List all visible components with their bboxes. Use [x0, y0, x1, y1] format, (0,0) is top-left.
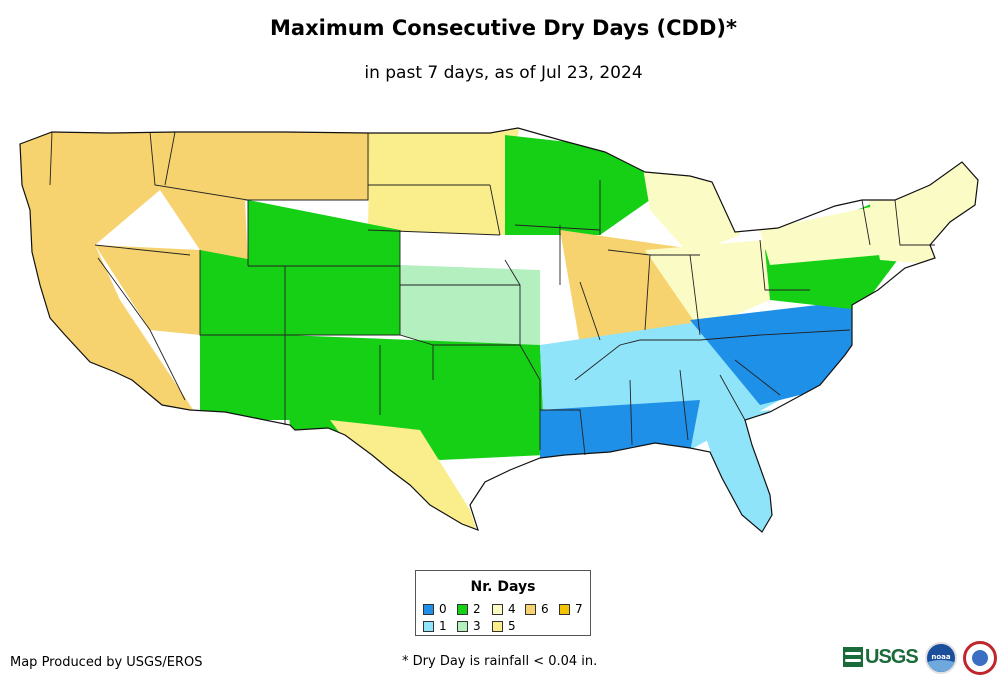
region-northern-plains [368, 128, 520, 235]
dry-day-fill-layer [20, 128, 978, 532]
legend-item-7: 7 [559, 602, 583, 616]
us-dry-days-map [19, 127, 979, 533]
legend-swatch [457, 603, 468, 615]
legend-item-1: 1 [423, 619, 447, 633]
legend-item-2: 2 [457, 602, 481, 616]
legend-swatch [559, 603, 570, 615]
legend-swatch [423, 603, 434, 615]
usgs-logo[interactable]: USGS [843, 644, 919, 670]
legend-swatch [492, 620, 503, 632]
legend-item-6: 6 [525, 602, 549, 616]
legend-swatch [492, 603, 503, 615]
region-new-england [860, 150, 978, 270]
usgs-wave-icon [843, 647, 863, 667]
legend-swatch [457, 620, 468, 632]
region-florida [700, 410, 790, 532]
region-carolinas [690, 300, 860, 405]
region-gulf-coast [540, 400, 700, 462]
dry-day-footnote: * Dry Day is rainfall < 0.04 in. [402, 654, 598, 669]
map-subtitle: in past 7 days, as of Jul 23, 2024 [364, 63, 643, 83]
region-upper-midwest [505, 135, 650, 235]
legend-item-3: 3 [457, 619, 481, 633]
noaa-logo[interactable]: noaa [925, 642, 957, 674]
map-title: Maximum Consecutive Dry Days (CDD)* [270, 16, 737, 40]
legend-item-5: 5 [492, 619, 516, 633]
region-new-york [760, 205, 880, 265]
region-great-basin [95, 245, 200, 335]
region-ohio-valley [645, 240, 770, 330]
region-great-lakes [640, 150, 740, 255]
legend-swatch [525, 603, 536, 615]
legend: Nr. Days 0 1 2 3 4 5 6 7 [415, 570, 591, 636]
legend-swatch [423, 620, 434, 632]
region-central-plains [400, 265, 540, 350]
legend-item-4: 4 [492, 602, 516, 616]
map-credit: Map Produced by USGS/EROS [10, 655, 203, 670]
legend-item-0: 0 [423, 602, 447, 616]
legend-title: Nr. Days [470, 579, 536, 595]
nws-logo[interactable] [963, 641, 997, 675]
state-boundaries [49, 131, 935, 456]
region-southern-rockies [248, 200, 400, 335]
region-texas-west [330, 420, 480, 532]
region-northern-rockies [150, 128, 370, 266]
